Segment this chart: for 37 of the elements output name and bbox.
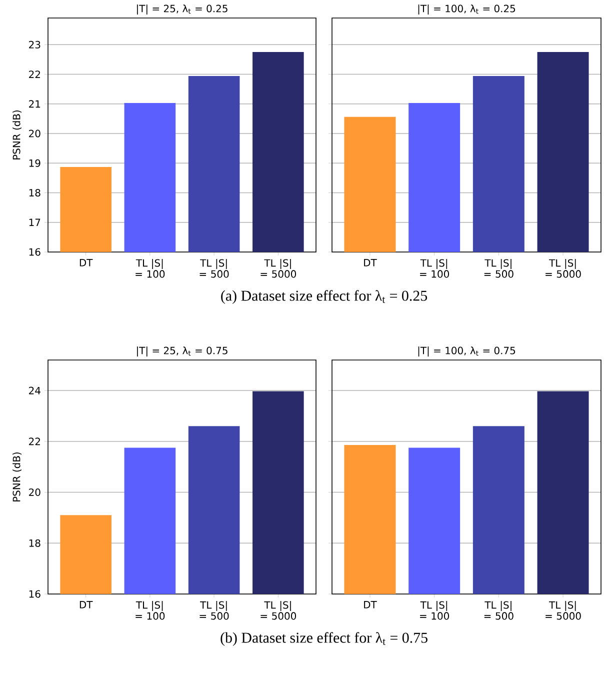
y-tick-label: 23	[29, 40, 40, 48]
y-tick-label: 16	[29, 590, 40, 598]
x-tick-label: DT	[80, 259, 93, 266]
chart-title: |T| = 25, λ$_{t}$ = 0.75	[137, 346, 228, 356]
y-axis-title: PSNR (dB)	[12, 110, 22, 160]
y-tick-label: 22	[29, 70, 40, 78]
y-tick-label: 17	[29, 218, 40, 226]
y-tick-label: 18	[29, 539, 40, 547]
chart-title: |T| = 25, λ$_{t}$ = 0.25	[137, 4, 228, 14]
chart-title: |T| = 100, λ$_{t}$ = 0.75	[418, 346, 516, 356]
x-tick-label: TL |S| = 500	[200, 601, 229, 620]
x-tick-label: TL |S| = 5000	[546, 601, 581, 620]
x-tick-label: TL |S| = 500	[484, 259, 514, 278]
y-tick-label: 24	[29, 386, 40, 394]
y-tick-label: 22	[29, 438, 40, 446]
chart-title: |T| = 100, λ$_{t}$ = 0.25	[418, 4, 516, 14]
y-tick-label: 19	[29, 159, 40, 167]
y-axis-title: PSNR (dB)	[12, 452, 22, 502]
y-tick-label: 20	[29, 488, 40, 496]
x-tick-label: TL |S| = 5000	[546, 259, 581, 278]
text: (a) Dataset size effect for λ$_{t}$ = 0.25	[221, 290, 428, 304]
y-tick-label: 20	[29, 130, 40, 138]
x-tick-label: TL |S| = 5000	[260, 259, 296, 278]
x-tick-label: DT	[364, 259, 377, 266]
x-tick-label: DT	[364, 601, 377, 608]
x-tick-label: TL |S| = 100	[136, 601, 165, 620]
x-tick-label: DT	[80, 601, 93, 608]
y-tick-label: 16	[29, 248, 40, 256]
x-tick-label: TL |S| = 100	[136, 259, 165, 278]
x-tick-label: TL |S| = 100	[420, 259, 450, 278]
x-tick-label: TL |S| = 500	[484, 601, 514, 620]
y-tick-label: 18	[29, 188, 40, 197]
text: (b) Dataset size effect for λ$_{t}$ = 0.75	[220, 632, 428, 646]
x-tick-label: TL |S| = 500	[200, 259, 229, 278]
x-tick-label: TL |S| = 100	[420, 601, 450, 620]
x-tick-label: TL |S| = 5000	[260, 601, 296, 620]
y-tick-label: 21	[29, 100, 40, 108]
